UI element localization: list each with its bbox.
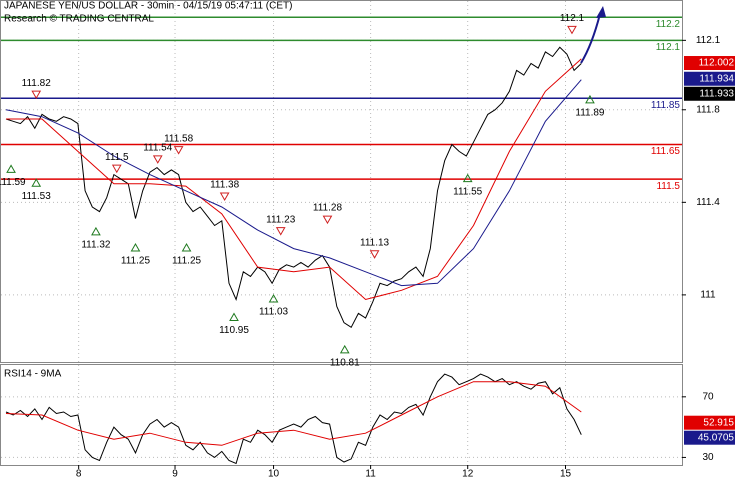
high-marker [369, 250, 380, 259]
low-label: 111.32 [81, 239, 111, 250]
price-panel [0, 0, 683, 363]
high-label: 111.5 [105, 152, 129, 163]
last-value-label: 111.934 [699, 73, 734, 84]
high-label: 112.1 [560, 13, 585, 24]
forecast-arrow [580, 13, 601, 64]
x-tick-label: 11 [365, 469, 376, 480]
high-marker [31, 90, 42, 100]
y-tick-label: 112.1 [696, 35, 721, 46]
last-value-box [684, 430, 735, 445]
high-label: 111.58 [164, 133, 194, 144]
low-label: 111.03 [259, 307, 289, 318]
level-label: 111.65 [651, 146, 681, 157]
low-marker [339, 344, 350, 354]
low-label: 110.81 [330, 357, 360, 368]
chart-title: JAPANESE YEN/US DOLLAR - 30min - 04/15/1… [4, 1, 292, 12]
rsi-panel [0, 364, 683, 466]
rsi-title: RSI14 - 9MA [4, 369, 62, 380]
low-label: 110.95 [219, 325, 249, 336]
low-marker [462, 173, 473, 183]
level-label: 111.5 [656, 181, 680, 192]
high-marker [275, 227, 286, 236]
high-marker [322, 215, 333, 225]
low-marker [229, 312, 239, 321]
last-value-label: 112.002 [699, 58, 735, 69]
high-label: 111.82 [22, 78, 52, 89]
last-value-label: 52.915 [703, 417, 734, 428]
x-tick-label: 9 [172, 469, 178, 480]
low-marker [181, 243, 192, 252]
last-value-box [684, 56, 735, 71]
high-label: 111.23 [266, 214, 296, 225]
arrow-head [596, 6, 606, 18]
x-tick-label: 8 [76, 469, 82, 480]
low-marker [31, 178, 42, 187]
x-tick-label: 10 [268, 469, 280, 480]
last-value-box [684, 71, 735, 86]
last-value-box [684, 415, 735, 430]
high-label: 111.54 [143, 143, 173, 154]
y-tick-label: 30 [702, 452, 714, 463]
y-tick-label: 111.8 [696, 104, 720, 115]
low-marker [91, 226, 101, 236]
high-marker [567, 25, 577, 35]
high-marker [111, 164, 122, 174]
low-marker [268, 293, 279, 303]
low-label: 111.53 [22, 191, 52, 202]
low-marker [130, 243, 141, 252]
high-label: 111.38 [210, 180, 240, 191]
low-marker [6, 164, 16, 173]
high-marker [219, 192, 230, 201]
chart-subtitle: Research © TRADING CENTRAL [4, 14, 154, 25]
x-tick-label: 12 [462, 469, 474, 480]
last-value-label: 45.0705 [698, 432, 735, 443]
level-label: 111.85 [651, 100, 681, 111]
level-label: 112.1 [656, 42, 681, 53]
series-line [5, 381, 582, 446]
series-line [6, 58, 582, 301]
x-tick-label: 15 [560, 469, 572, 480]
low-label: 111.25 [121, 256, 151, 267]
low-label: 111.55 [453, 186, 483, 197]
y-tick-label: 111.4 [696, 197, 720, 208]
last-value-label: 111.933 [699, 88, 734, 99]
last-value-box [684, 86, 735, 101]
series-line [5, 373, 582, 465]
high-marker [152, 155, 163, 164]
y-tick-label: 70 [702, 391, 714, 402]
low-marker [585, 94, 595, 104]
y-tick-label: 111 [700, 290, 716, 301]
low-label: 111.89 [575, 108, 605, 119]
high-label: 111.13 [360, 237, 390, 248]
level-label: 112.2 [656, 19, 681, 30]
series-line [5, 79, 582, 287]
series-line [5, 46, 582, 329]
low-label: 111.25 [172, 256, 202, 267]
low-label: 111.59 [0, 177, 26, 188]
high-label: 111.28 [313, 203, 343, 214]
high-marker [173, 146, 184, 155]
